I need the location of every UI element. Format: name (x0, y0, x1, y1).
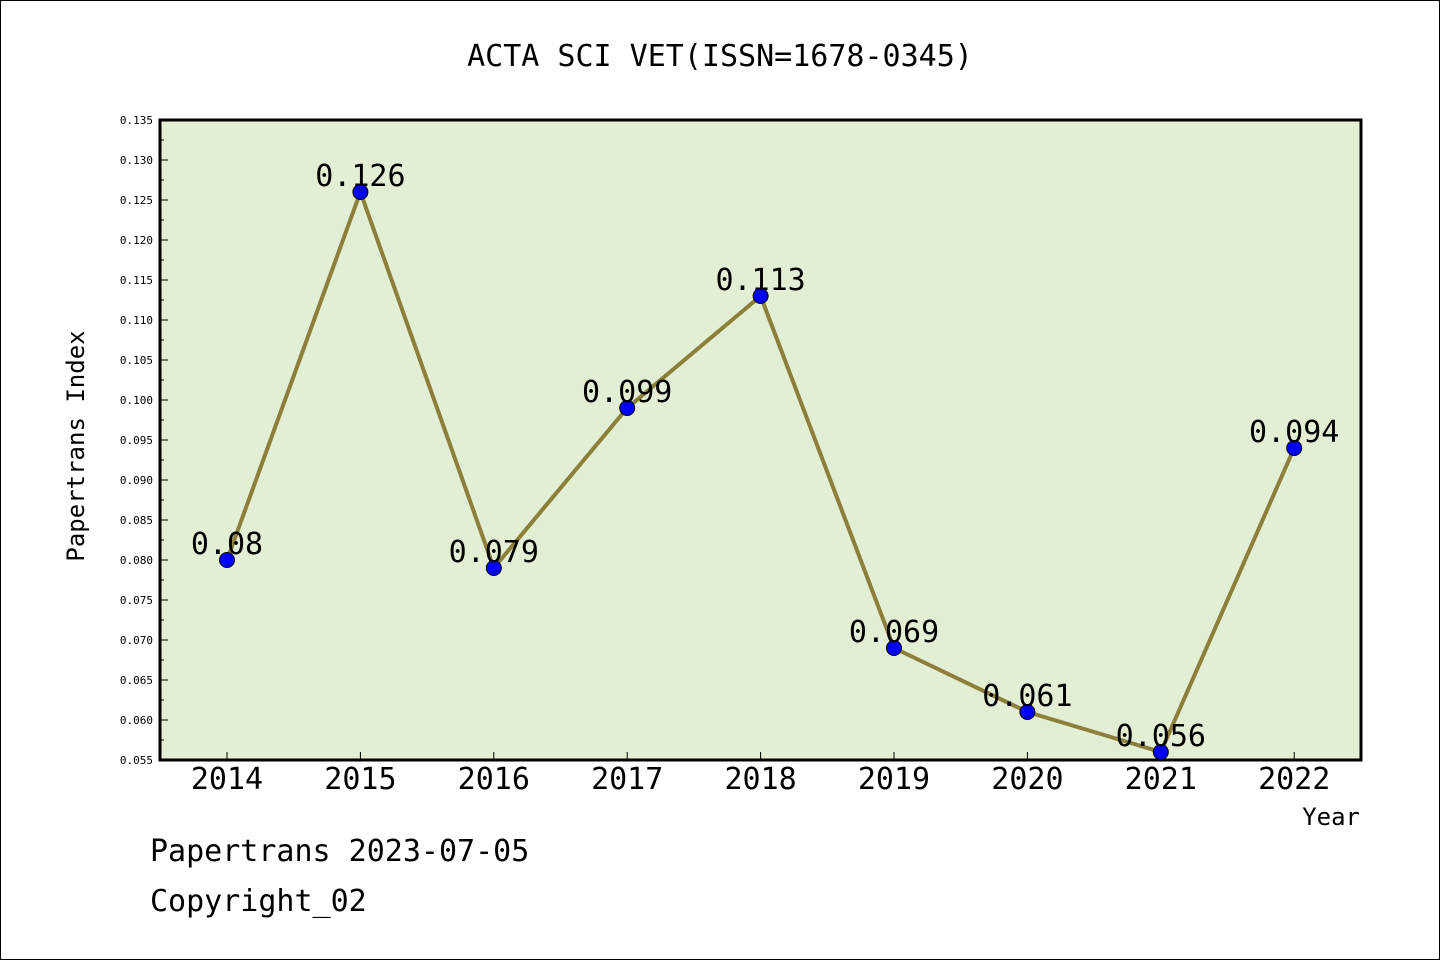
y-tick-label: 0.055 (120, 754, 153, 767)
x-tick-label: 2020 (991, 762, 1063, 797)
data-point (219, 552, 235, 568)
data-label: 0.069 (849, 615, 939, 650)
y-tick-label: 0.060 (120, 714, 153, 727)
data-label: 0.113 (715, 263, 805, 298)
y-tick-label: 0.085 (120, 514, 153, 527)
y-tick-label: 0.100 (120, 394, 153, 407)
y-axis-title: Papertrans Index (62, 330, 90, 561)
y-tick-label: 0.095 (120, 434, 153, 447)
data-point (619, 400, 636, 416)
x-tick-label: 2014 (191, 762, 263, 797)
data-label: 0.079 (449, 535, 539, 570)
data-label: 0.056 (1116, 719, 1206, 754)
y-tick-label: 0.080 (120, 554, 153, 567)
x-axis-title: Year (1302, 803, 1360, 831)
x-tick-label: 2017 (591, 762, 663, 797)
data-point (752, 288, 769, 304)
y-tick-label: 0.110 (120, 314, 153, 327)
series (219, 184, 1303, 760)
data-labels: 0.08 0.126 0.079 0.099 0.113 0.069 0.061 0.056 0… (191, 159, 1339, 754)
data-label: 0.126 (315, 159, 405, 194)
plot-area (158, 118, 1363, 762)
x-tick-label: 2022 (1258, 762, 1330, 797)
chart-title: ACTA SCI VET(ISSN=1678-0345) (467, 39, 973, 74)
x-axis: 2014 2015 2016 2017 2018 2019 2020 2021 2022 (191, 752, 1330, 797)
y-tick-label: 0.065 (120, 674, 153, 687)
data-label: 0.094 (1249, 415, 1339, 450)
y-tick-label: 0.075 (120, 594, 153, 607)
y-tick-label: 0.105 (120, 354, 153, 367)
footer-copyright: Copyright_02 (150, 884, 367, 919)
data-label: 0.099 (582, 375, 672, 410)
data-point (485, 560, 502, 576)
y-tick-label: 0.135 (120, 114, 153, 127)
x-tick-label: 2019 (858, 762, 930, 797)
data-label: 0.08 (191, 527, 263, 562)
data-point (1152, 744, 1169, 760)
data-point (352, 184, 369, 200)
y-axis: 0.055 0.060 0.065 0.070 0.075 0.080 0.085 0.090… (120, 114, 168, 767)
y-tick-label: 0.070 (120, 634, 153, 647)
data-point (886, 640, 902, 656)
y-tick-label: 0.090 (120, 474, 153, 487)
data-label: 0.061 (982, 679, 1072, 714)
footer-date: Papertrans 2023-07-05 (150, 834, 530, 869)
x-tick-label: 2016 (458, 762, 530, 797)
data-point (1286, 440, 1303, 456)
x-tick-label: 2015 (324, 762, 396, 797)
x-tick-label: 2021 (1125, 762, 1197, 797)
x-tick-label: 2018 (724, 762, 796, 797)
data-point (1019, 704, 1036, 720)
y-tick-label: 0.125 (120, 194, 153, 207)
y-tick-label: 0.115 (120, 274, 153, 287)
y-tick-label: 0.130 (120, 154, 153, 167)
y-tick-label: 0.120 (120, 234, 153, 247)
